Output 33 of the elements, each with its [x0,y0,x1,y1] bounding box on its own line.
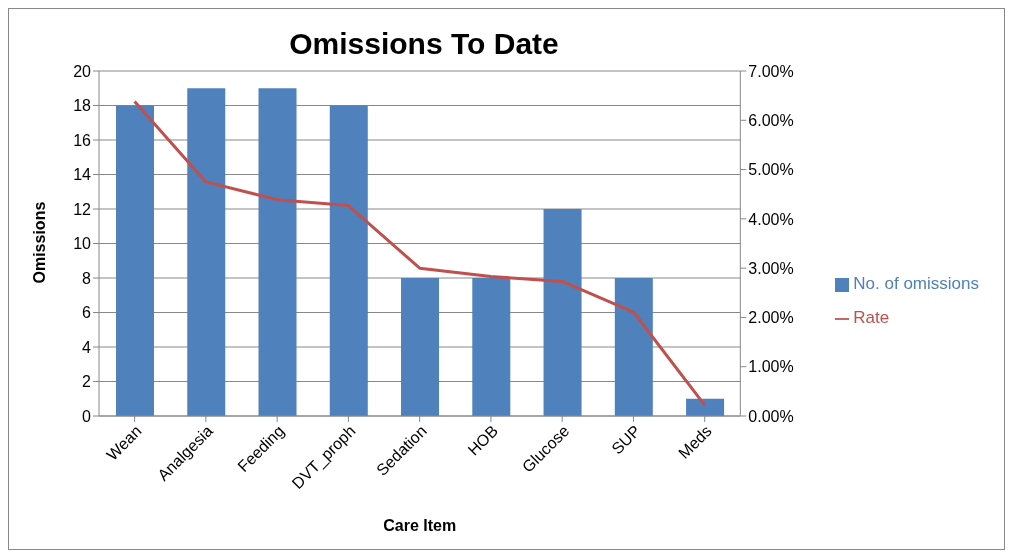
bar [116,105,154,416]
bar [543,209,582,416]
y2-tick-label: 4.00% [748,210,794,228]
y2-tick-label: 5.00% [748,161,794,179]
legend-label: No. of omissions [853,274,979,293]
bar [401,278,440,416]
y-tick-label: 18 [73,97,92,115]
y2-tick-label: 2.00% [748,309,794,327]
y-tick-label: 14 [73,166,92,184]
y2-tick-label: 7.00% [748,62,794,80]
chart-title: Omissions To Date [288,27,560,61]
y-tick-label: 0 [82,407,92,425]
legend-label: Rate [853,308,890,327]
y-tick-label: 16 [73,131,92,149]
y-tick-label: 8 [82,269,92,287]
y2-tick-label: 1.00% [748,358,794,376]
y-tick-label: 10 [73,235,92,253]
x-axis-title: Care Item [383,517,457,534]
y-tick-label: 12 [73,200,92,218]
y2-tick-label: 0.00% [748,407,794,425]
bar [329,105,368,416]
y2-tick-label: 3.00% [748,259,794,277]
y2-tick-label: 6.00% [748,111,794,129]
y-axis-title: Omissions [30,201,48,284]
y-tick-label: 2 [82,373,92,391]
y-tick-label: 4 [82,338,92,356]
bar [187,88,226,416]
y-tick-label: 20 [73,62,92,80]
bar [472,278,511,416]
line-series [133,100,707,407]
bar [258,88,297,416]
y-tick-label: 6 [82,304,92,322]
bar [614,278,653,416]
